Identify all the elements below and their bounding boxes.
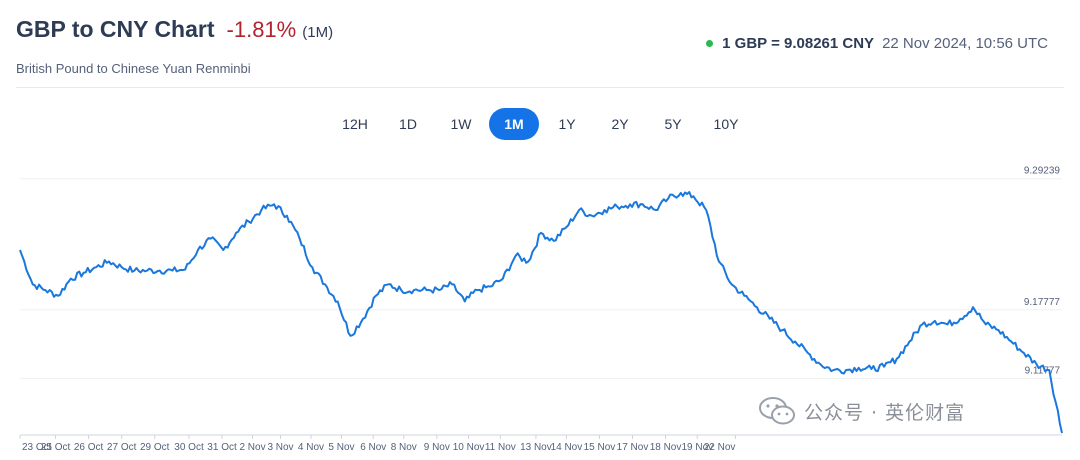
chart-header: GBP to CNY Chart -1.81% (1M) 1 GBP = 9.0… <box>16 14 1064 54</box>
x-tick-label: 8 Nov <box>391 442 417 453</box>
tab-12h[interactable]: 12H <box>342 116 368 132</box>
title-row: GBP to CNY Chart -1.81% (1M) <box>16 16 333 43</box>
x-tick-label: 22 Nov <box>704 442 736 453</box>
watermark-text: 公众号 · 英伦财富 <box>804 401 966 424</box>
x-tick-label: 30 Oct <box>174 442 204 453</box>
tab-1m[interactable]: 1M <box>489 108 539 140</box>
watermark: 公众号 · 英伦财富 <box>758 396 965 426</box>
x-tick-label: 19 Nov <box>681 442 713 453</box>
x-tick-label: 9 Nov <box>424 442 450 453</box>
y-tick-label: 9.11777 <box>1025 365 1061 376</box>
live-indicator-icon <box>706 40 714 47</box>
x-tick-label: 6 Nov <box>360 442 386 453</box>
tab-1y[interactable]: 1Y <box>558 116 576 132</box>
x-tick-label: 26 Oct <box>74 442 104 453</box>
page-subtitle: British Pound to Chinese Yuan Renminbi <box>16 61 251 76</box>
tab-1d[interactable]: 1D <box>399 116 417 132</box>
change-percent: -1.81% <box>226 17 297 42</box>
header-divider <box>16 87 1064 88</box>
timestamp-label: 22 Nov 2024, 10:56 UTC <box>882 35 1048 52</box>
x-tick-label: 11 Nov <box>485 442 516 453</box>
rate-label: 1 GBP = 9.08261 CNY <box>722 35 875 52</box>
x-tick-label: 18 Nov <box>650 442 682 453</box>
x-tick-label: 31 Oct <box>207 442 237 453</box>
tab-2y[interactable]: 2Y <box>611 116 629 132</box>
series-line <box>19 191 1063 434</box>
y-tick-label: 9.29239 <box>1024 166 1061 177</box>
y-tick-label: 9.17777 <box>1024 297 1061 308</box>
x-tick-label: 15 Nov <box>584 442 616 453</box>
x-tick-label: 2 Nov <box>239 442 265 453</box>
x-tick-label: 23 Oct <box>22 442 52 453</box>
x-tick-label: 29 Oct <box>140 442 170 453</box>
x-tick-label: 27 Oct <box>107 442 137 453</box>
x-tick-label: 4 Nov <box>298 442 324 453</box>
x-tick-label: 17 Nov <box>617 442 649 453</box>
period-label: (1M) <box>302 24 334 41</box>
page-title: GBP to CNY Chart <box>16 16 215 42</box>
wechat-icon <box>759 397 795 425</box>
x-tick-label: 5 Nov <box>328 442 354 453</box>
x-tick-label: 13 Nov <box>520 442 552 453</box>
x-tick-label: 14 Nov <box>551 442 583 453</box>
x-tick-label: 10 Nov <box>453 442 485 453</box>
tab-10y[interactable]: 10Y <box>713 116 739 132</box>
live-quote: 1 GBP = 9.08261 CNY 22 Nov 2024, 10:56 U… <box>706 35 1048 52</box>
tab-1w[interactable]: 1W <box>450 116 472 132</box>
x-tick-label: 25 Oct <box>41 442 71 453</box>
tab-5y[interactable]: 5Y <box>664 116 682 132</box>
timeframe-tabs: 12H 1D 1W 1M 1Y 2Y 5Y 10Y <box>330 108 754 140</box>
x-tick-label: 3 Nov <box>267 442 293 453</box>
